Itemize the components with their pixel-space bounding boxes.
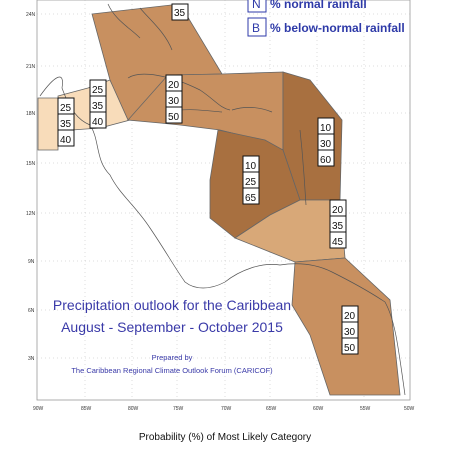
probability-value: 35 <box>332 221 344 232</box>
probability-box-guianas: 20 30 50 <box>341 305 359 355</box>
prepared-by-organization: The Caribbean Regional Climate Outlook F… <box>71 366 273 375</box>
probability-box-bahamas: 35 <box>171 3 189 21</box>
legend: N % normal rainfall B % below-normal rai… <box>247 0 405 37</box>
probability-value: 25 <box>92 85 104 96</box>
probability-box-belize: 25 35 40 <box>89 79 107 129</box>
probability-value: 60 <box>320 155 332 166</box>
lat-label: 24N <box>26 12 36 18</box>
probability-value: 35 <box>174 8 186 19</box>
lat-label: 18N <box>26 111 36 117</box>
probability-value: 25 <box>245 177 257 188</box>
probability-value: 20 <box>344 311 356 322</box>
probability-value: 40 <box>92 117 104 128</box>
legend-key-b-label: B <box>252 21 260 35</box>
probability-value: 30 <box>168 96 180 107</box>
lat-label: 3N <box>28 356 35 362</box>
lon-label: 50W <box>404 406 415 412</box>
probability-box-caribbean-sea: 10 25 65 <box>242 155 260 205</box>
probability-box-windward: 20 35 45 <box>329 199 347 249</box>
legend-normal-text: % normal rainfall <box>270 0 367 11</box>
map-title-line1: Precipitation outlook for the Caribbean <box>53 297 291 313</box>
probability-value: 45 <box>332 237 344 248</box>
footer-caption: Probability (%) of Most Likely Category <box>138 432 312 443</box>
probability-value: 50 <box>168 112 180 123</box>
probability-value: 20 <box>332 205 344 216</box>
lon-label: 90W <box>33 406 44 412</box>
probability-value: 10 <box>245 161 257 172</box>
probability-value: 35 <box>92 101 104 112</box>
probability-value: 20 <box>168 80 180 91</box>
lat-label: 21N <box>26 64 36 70</box>
probability-value: 30 <box>344 327 356 338</box>
probability-value: 50 <box>344 343 356 354</box>
probability-value: 40 <box>60 135 72 146</box>
probability-value: 35 <box>60 119 72 130</box>
legend-key-b <box>247 17 267 37</box>
lat-label: 9N <box>28 259 35 265</box>
lon-label: 80W <box>128 406 139 412</box>
latitude-labels: 24N 21N 18N 15N 12N 9N 6N 3N <box>26 12 36 362</box>
lon-label: 85W <box>81 406 92 412</box>
legend-key-n-label: N <box>252 0 261 11</box>
lat-label: 15N <box>26 161 36 167</box>
legend-below-normal-text: % below-normal rainfall <box>270 21 405 35</box>
probability-value: 10 <box>320 123 332 134</box>
lon-label: 70W <box>221 406 232 412</box>
lat-label: 12N <box>26 211 36 217</box>
map-title: Precipitation outlook for the Caribbean … <box>53 297 291 375</box>
region-yucatan <box>37 97 59 151</box>
lon-label: 75W <box>173 406 184 412</box>
lat-label: 6N <box>28 308 35 314</box>
probability-value: 30 <box>320 139 332 150</box>
probability-box-leeward: 10 30 60 <box>317 117 335 167</box>
prepared-by-label: Prepared by <box>152 353 193 362</box>
probability-box-yucatan: 25 35 40 <box>57 97 75 147</box>
lon-label: 65W <box>266 406 277 412</box>
legend-key-n <box>247 0 267 13</box>
longitude-labels: 90W 85W 80W 75W 70W 65W 60W 55W 50W <box>33 406 415 412</box>
probability-box-greater-antilles: 20 30 50 <box>165 74 183 124</box>
lon-label: 60W <box>313 406 324 412</box>
probability-value: 65 <box>245 193 257 204</box>
forecast-regions <box>37 3 401 396</box>
probability-value: 25 <box>60 103 72 114</box>
map-title-line2: August - September - October 2015 <box>61 319 283 335</box>
lon-label: 55W <box>360 406 371 412</box>
